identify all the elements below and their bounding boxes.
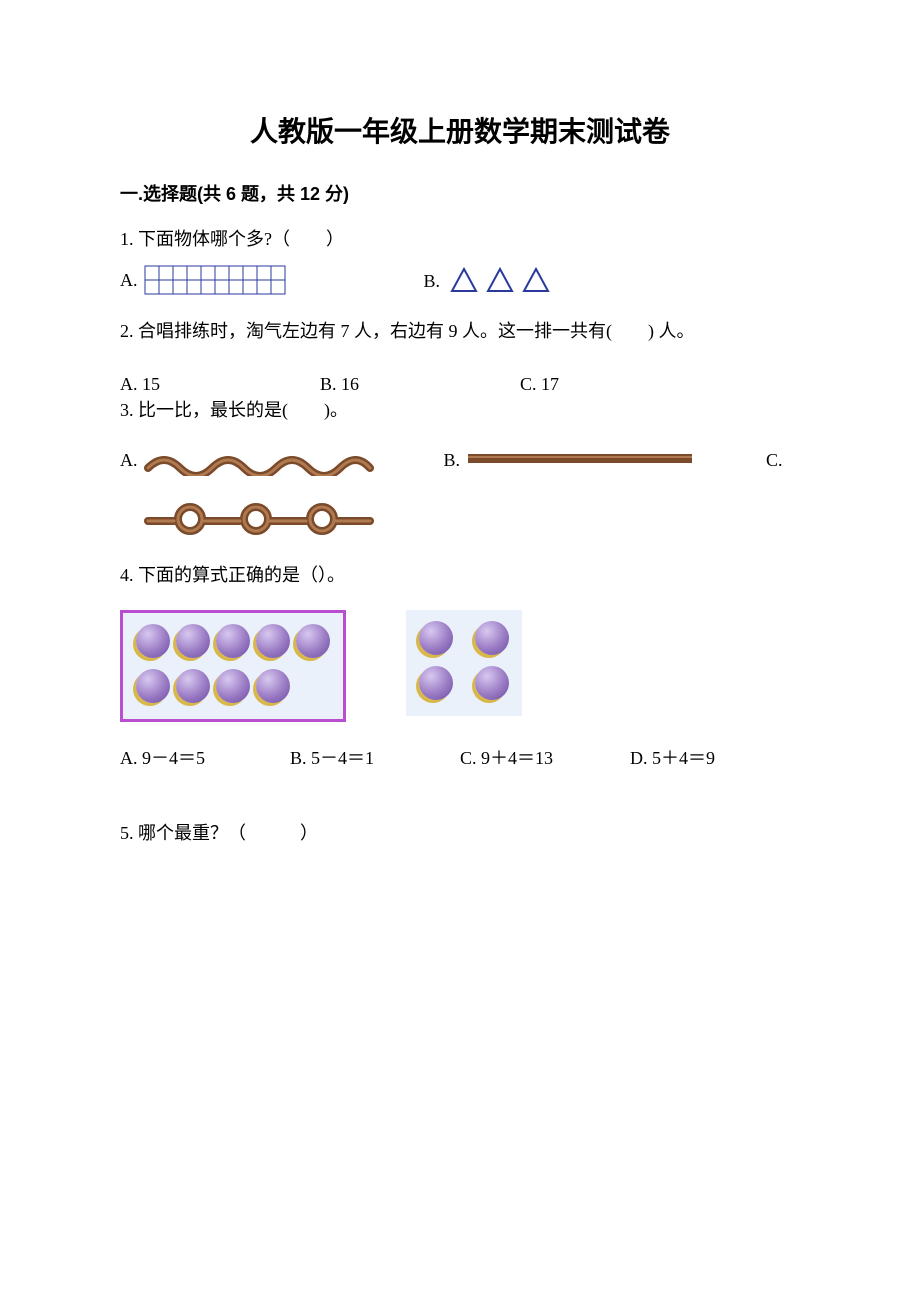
question-1-options: A. B. — [120, 265, 800, 298]
section-heading: 一.选择题(共 6 题，共 12 分) — [120, 180, 800, 206]
q4-figures — [120, 610, 800, 722]
q1-option-a: A. — [120, 265, 294, 297]
q3-option-c-figure — [144, 499, 800, 544]
question-5-stem: 5. 哪个最重？（ ） — [120, 818, 800, 849]
q2-option-b: B. 16 — [320, 374, 520, 395]
q1-label-b: B. — [424, 271, 441, 292]
q3-option-b: B. — [444, 450, 697, 471]
q3-label-c: C. — [766, 450, 783, 471]
q1-option-b: B. — [424, 265, 559, 298]
q2-option-a: A. 15 — [120, 374, 320, 395]
q4-option-c: C. 9＋4＝13 — [460, 744, 630, 770]
q4-option-d: D. 5＋4＝9 — [630, 744, 780, 770]
triangles-icon — [448, 265, 558, 298]
question-3-stem: 3. 比一比，最长的是( )。 — [120, 395, 800, 426]
q1-label-a: A. — [120, 270, 138, 291]
page-title: 人教版一年级上册数学期末测试卷 — [120, 110, 800, 150]
question-4-options: A. 9－4＝5 B. 5－4＝1 C. 9＋4＝13 D. 5＋4＝9 — [120, 744, 800, 770]
wavy-rope-icon — [144, 450, 374, 481]
question-4-stem: 4. 下面的算式正确的是（）。 — [120, 560, 800, 591]
exam-page: 人教版一年级上册数学期末测试卷 一.选择题(共 6 题，共 12 分) 1. 下… — [0, 0, 920, 1302]
question-2-options: A. 15 B. 16 C. 17 — [120, 374, 800, 395]
question-2-stem: 2. 合唱排练时，淘气左边有 7 人，右边有 9 人。这一排一共有( ) 人。 — [120, 316, 800, 347]
q4-option-b: B. 5－4＝1 — [290, 744, 460, 770]
q3-label-a: A. — [120, 450, 138, 471]
q2-option-c: C. 17 — [520, 374, 720, 395]
q3-label-b: B. — [444, 450, 461, 471]
q3-option-a: A. — [120, 450, 374, 481]
question-1-stem: 1. 下面物体哪个多?（ ） — [120, 224, 800, 255]
q4-option-a: A. 9－4＝5 — [120, 744, 290, 770]
question-3-options: A. B. C. — [120, 450, 800, 481]
beads-box-left — [120, 610, 346, 722]
knotted-rope-icon — [144, 499, 374, 539]
beads-box-right — [406, 610, 522, 716]
straight-rope-icon — [466, 450, 696, 471]
grid-figure-icon — [144, 265, 294, 297]
